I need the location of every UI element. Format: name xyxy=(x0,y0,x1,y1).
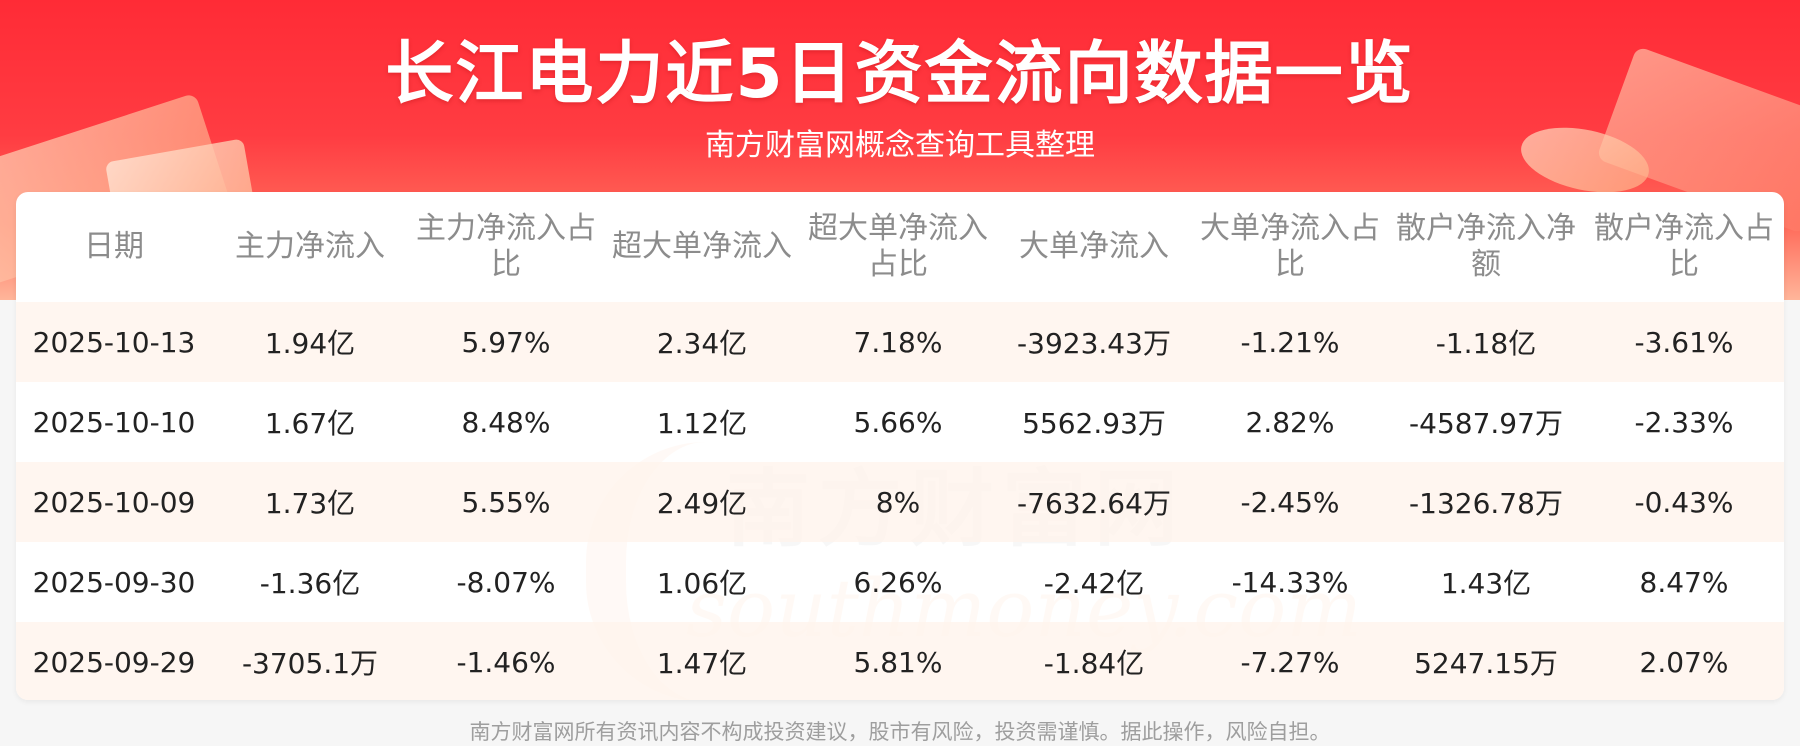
cell-date: 2025-10-09 xyxy=(16,462,212,542)
cell-super-large-inflow: 1.47亿 xyxy=(604,622,800,700)
cell-main-inflow-ratio: 5.55% xyxy=(408,462,604,542)
cell-retail-inflow-ratio: -2.33% xyxy=(1584,382,1784,462)
cell-large-inflow-ratio: -1.21% xyxy=(1192,302,1388,382)
cell-large-inflow: -1.84亿 xyxy=(996,622,1192,700)
cell-main-inflow: 1.67亿 xyxy=(212,382,408,462)
cell-retail-inflow-ratio: -0.43% xyxy=(1584,462,1784,542)
cell-large-inflow: -7632.64万 xyxy=(996,462,1192,542)
cell-retail-inflow-net: -4587.97万 xyxy=(1388,382,1584,462)
cell-large-inflow: -3923.43万 xyxy=(996,302,1192,382)
table-row: 2025-09-30 -1.36亿 -8.07% 1.06亿 6.26% -2.… xyxy=(16,542,1784,622)
cell-main-inflow-ratio: -8.07% xyxy=(408,542,604,622)
table-row: 2025-10-10 1.67亿 8.48% 1.12亿 5.66% 5562.… xyxy=(16,382,1784,462)
table-header-row: 日期 主力净流入 主力净流入占比 超大单净流入 超大单净流入占比 大单净流入 大… xyxy=(16,192,1784,302)
footer-disclaimer: 南方财富网所有资讯内容不构成投资建议，股市有风险，投资需谨慎。据此操作，风险自担… xyxy=(469,720,1331,744)
cell-super-large-inflow: 2.49亿 xyxy=(604,462,800,542)
header-date: 日期 xyxy=(84,229,144,264)
cell-main-inflow-ratio: 5.97% xyxy=(408,302,604,382)
header-retail-inflow-ratio: 散户净流入占比 xyxy=(1594,211,1774,282)
cell-super-large-inflow-ratio: 5.66% xyxy=(800,382,996,462)
cell-super-large-inflow-ratio: 7.18% xyxy=(800,302,996,382)
cell-retail-inflow-net: 5247.15万 xyxy=(1388,622,1584,700)
cell-super-large-inflow-ratio: 6.26% xyxy=(800,542,996,622)
cell-main-inflow: -1.36亿 xyxy=(212,542,408,622)
cell-retail-inflow-ratio: -3.61% xyxy=(1584,302,1784,382)
header-large-inflow-ratio: 大单净流入占比 xyxy=(1200,211,1380,282)
cell-main-inflow-ratio: -1.46% xyxy=(408,622,604,700)
header-main-inflow-ratio: 主力净流入占比 xyxy=(416,211,596,282)
cell-date: 2025-09-30 xyxy=(16,542,212,622)
cell-main-inflow: 1.73亿 xyxy=(212,462,408,542)
page-subtitle: 南方财富网概念查询工具整理 xyxy=(705,128,1095,163)
cell-super-large-inflow: 1.12亿 xyxy=(604,382,800,462)
cell-large-inflow-ratio: -7.27% xyxy=(1192,622,1388,700)
cell-large-inflow: -2.42亿 xyxy=(996,542,1192,622)
cell-date: 2025-09-29 xyxy=(16,622,212,700)
page-title: 长江电力近5日资金流向数据一览 xyxy=(385,35,1415,114)
cell-retail-inflow-ratio: 8.47% xyxy=(1584,542,1784,622)
fund-flow-table: 日期 主力净流入 主力净流入占比 超大单净流入 超大单净流入占比 大单净流入 大… xyxy=(16,192,1784,700)
cell-super-large-inflow: 1.06亿 xyxy=(604,542,800,622)
header-main-inflow: 主力净流入 xyxy=(235,229,385,264)
header-retail-inflow-net: 散户净流入净额 xyxy=(1396,211,1576,282)
cell-large-inflow-ratio: 2.82% xyxy=(1192,382,1388,462)
cell-date: 2025-10-10 xyxy=(16,382,212,462)
cell-retail-inflow-net: 1.43亿 xyxy=(1388,542,1584,622)
cell-retail-inflow-net: -1326.78万 xyxy=(1388,462,1584,542)
cell-super-large-inflow-ratio: 5.81% xyxy=(800,622,996,700)
table-row: 2025-09-29 -3705.1万 -1.46% 1.47亿 5.81% -… xyxy=(16,622,1784,700)
header-super-large-inflow-ratio: 超大单净流入占比 xyxy=(808,211,988,282)
cell-main-inflow: 1.94亿 xyxy=(212,302,408,382)
cell-large-inflow-ratio: -2.45% xyxy=(1192,462,1388,542)
cell-retail-inflow-net: -1.18亿 xyxy=(1388,302,1584,382)
header-super-large-inflow: 超大单净流入 xyxy=(612,229,792,264)
header-large-inflow: 大单净流入 xyxy=(1019,229,1169,264)
cell-super-large-inflow-ratio: 8% xyxy=(800,462,996,542)
table-row: 2025-10-13 1.94亿 5.97% 2.34亿 7.18% -3923… xyxy=(16,302,1784,382)
data-card: 南方财富网 southmoney.com 日期 主力净流入 主力净流入占比 超大… xyxy=(16,192,1784,700)
cell-main-inflow: -3705.1万 xyxy=(212,622,408,700)
cell-large-inflow-ratio: -14.33% xyxy=(1192,542,1388,622)
cell-super-large-inflow: 2.34亿 xyxy=(604,302,800,382)
table-row: 2025-10-09 1.73亿 5.55% 2.49亿 8% -7632.64… xyxy=(16,462,1784,542)
cell-main-inflow-ratio: 8.48% xyxy=(408,382,604,462)
cell-date: 2025-10-13 xyxy=(16,302,212,382)
cell-retail-inflow-ratio: 2.07% xyxy=(1584,622,1784,700)
cell-large-inflow: 5562.93万 xyxy=(996,382,1192,462)
